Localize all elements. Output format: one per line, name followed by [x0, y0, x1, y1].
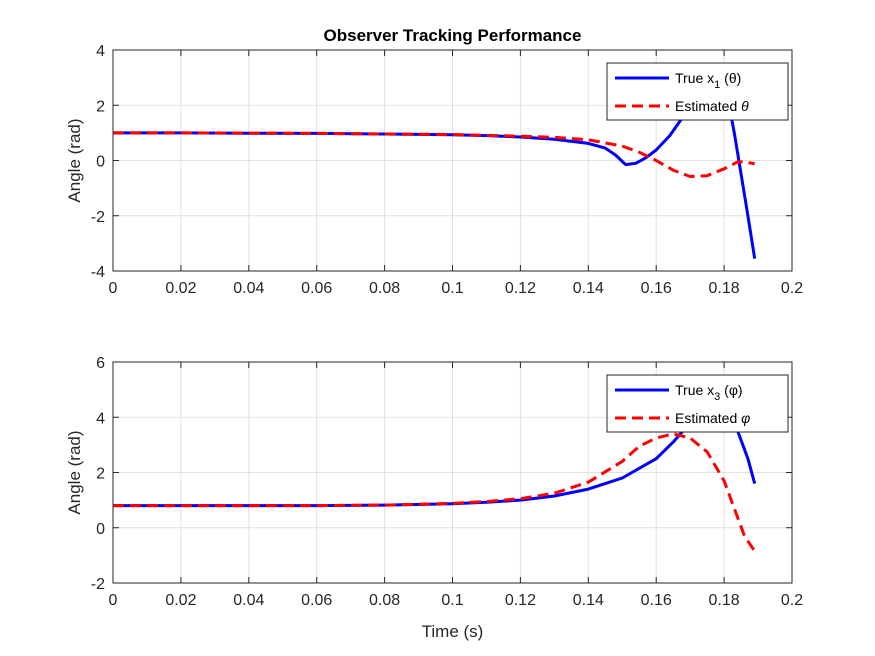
- y-tick-label: 6: [96, 355, 105, 372]
- y-tick-label: 0: [96, 154, 105, 171]
- legend-label: Estimated θ: [675, 98, 749, 114]
- y-tick-label: -2: [91, 576, 105, 593]
- estimated-series-line: [113, 432, 756, 553]
- y-tick-label: 4: [96, 410, 105, 427]
- x-tick-label: 0: [109, 592, 118, 609]
- x-tick-label: 0.1: [441, 280, 463, 297]
- x-tick-label: 0.04: [233, 280, 264, 297]
- y-axis-label: Angle (rad): [65, 118, 84, 202]
- x-tick-label: 0.04: [233, 592, 264, 609]
- y-tick-label: -2: [91, 209, 105, 226]
- x-tick-label: 0.06: [301, 280, 332, 297]
- x-tick-label: 0.06: [301, 592, 332, 609]
- x-tick-label: 0.16: [641, 280, 672, 297]
- estimated-series-line: [113, 131, 755, 178]
- legend-label: True x1 (θ): [675, 70, 741, 91]
- x-tick-label: 0.12: [505, 280, 536, 297]
- x-tick-label: 0.1: [441, 592, 463, 609]
- y-tick-label: 4: [96, 43, 105, 60]
- top-plot: 0 0.02 0.04 0.06 0.08 0.1 0.12 0.14 0.16 0.18 0.2 -…: [65, 26, 803, 297]
- legend-label: Estimated φ: [675, 410, 750, 426]
- y-axis-label: Angle (rad): [65, 430, 84, 514]
- y-tick-label: -4: [91, 264, 105, 281]
- axes-frame: [112, 361, 793, 584]
- x-tick-label: 0.12: [505, 592, 536, 609]
- x-tick-label: 0.08: [369, 592, 400, 609]
- legend: True x3 (φ) Estimated φ: [606, 374, 789, 433]
- x-tick-label: 0.2: [781, 280, 803, 297]
- y-tick-label: 2: [96, 98, 105, 115]
- x-tick-label: 0.16: [641, 592, 672, 609]
- x-tick-label: 0.02: [165, 592, 196, 609]
- x-tick-label: 0.18: [709, 592, 740, 609]
- x-tick-label: 0.02: [165, 280, 196, 297]
- x-tick-label: 0.08: [369, 280, 400, 297]
- x-tick-label: 0: [109, 280, 118, 297]
- bottom-plot: 0 0.02 0.04 0.06 0.08 0.1 0.12 0.14 0.16 0.18 0.2 -…: [65, 355, 803, 641]
- x-tick-label: 0.14: [573, 280, 604, 297]
- chart-title: Observer Tracking Performance: [324, 26, 582, 45]
- legend-box: [606, 62, 789, 121]
- x-axis-label: Time (s): [422, 622, 484, 641]
- x-tick-label: 0.2: [781, 592, 803, 609]
- legend-box: [606, 374, 789, 433]
- axes-frame: [112, 49, 793, 272]
- y-tick-label: 0: [96, 521, 105, 538]
- legend-label: True x3 (φ): [675, 382, 743, 403]
- legend: True x1 (θ) Estimated θ: [606, 62, 789, 121]
- y-tick-label: 2: [96, 466, 105, 483]
- x-tick-label: 0.14: [573, 592, 604, 609]
- x-tick-label: 0.18: [709, 280, 740, 297]
